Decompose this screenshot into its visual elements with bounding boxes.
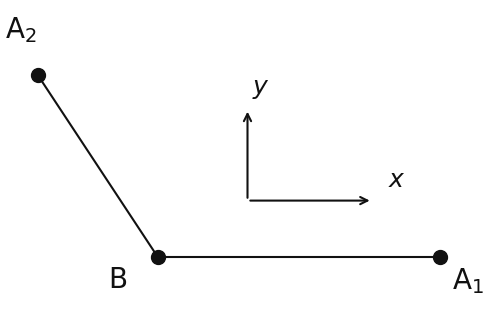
Text: $\mathrm{A}_1$: $\mathrm{A}_1$ [452,266,484,296]
Text: $y$: $y$ [252,77,270,101]
Text: $x$: $x$ [388,168,405,193]
Text: $\mathrm{B}$: $\mathrm{B}$ [108,266,128,294]
Text: $\mathrm{A}_2$: $\mathrm{A}_2$ [5,16,36,45]
